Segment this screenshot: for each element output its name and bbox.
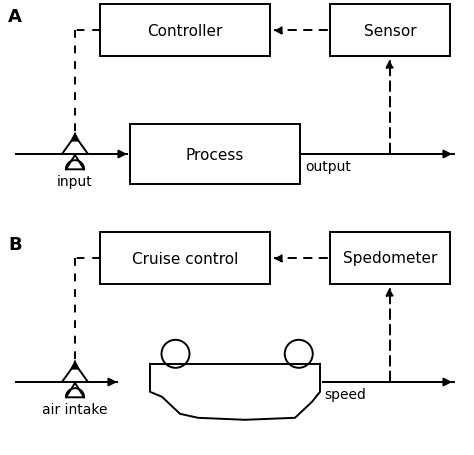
Text: Cruise control: Cruise control <box>132 251 238 266</box>
Text: output: output <box>305 160 351 174</box>
Bar <box>100 233 270 284</box>
Text: Spedometer: Spedometer <box>343 251 437 266</box>
Text: Controller: Controller <box>147 24 223 38</box>
Text: A: A <box>8 8 22 26</box>
Text: B: B <box>8 236 22 253</box>
Text: input: input <box>57 175 93 188</box>
Text: Sensor: Sensor <box>364 24 416 38</box>
Bar <box>330 5 450 57</box>
Bar <box>130 125 300 185</box>
Bar <box>330 233 450 284</box>
Bar <box>100 5 270 57</box>
Text: air intake: air intake <box>42 402 108 416</box>
Text: speed: speed <box>324 387 366 401</box>
Text: Process: Process <box>186 147 244 162</box>
